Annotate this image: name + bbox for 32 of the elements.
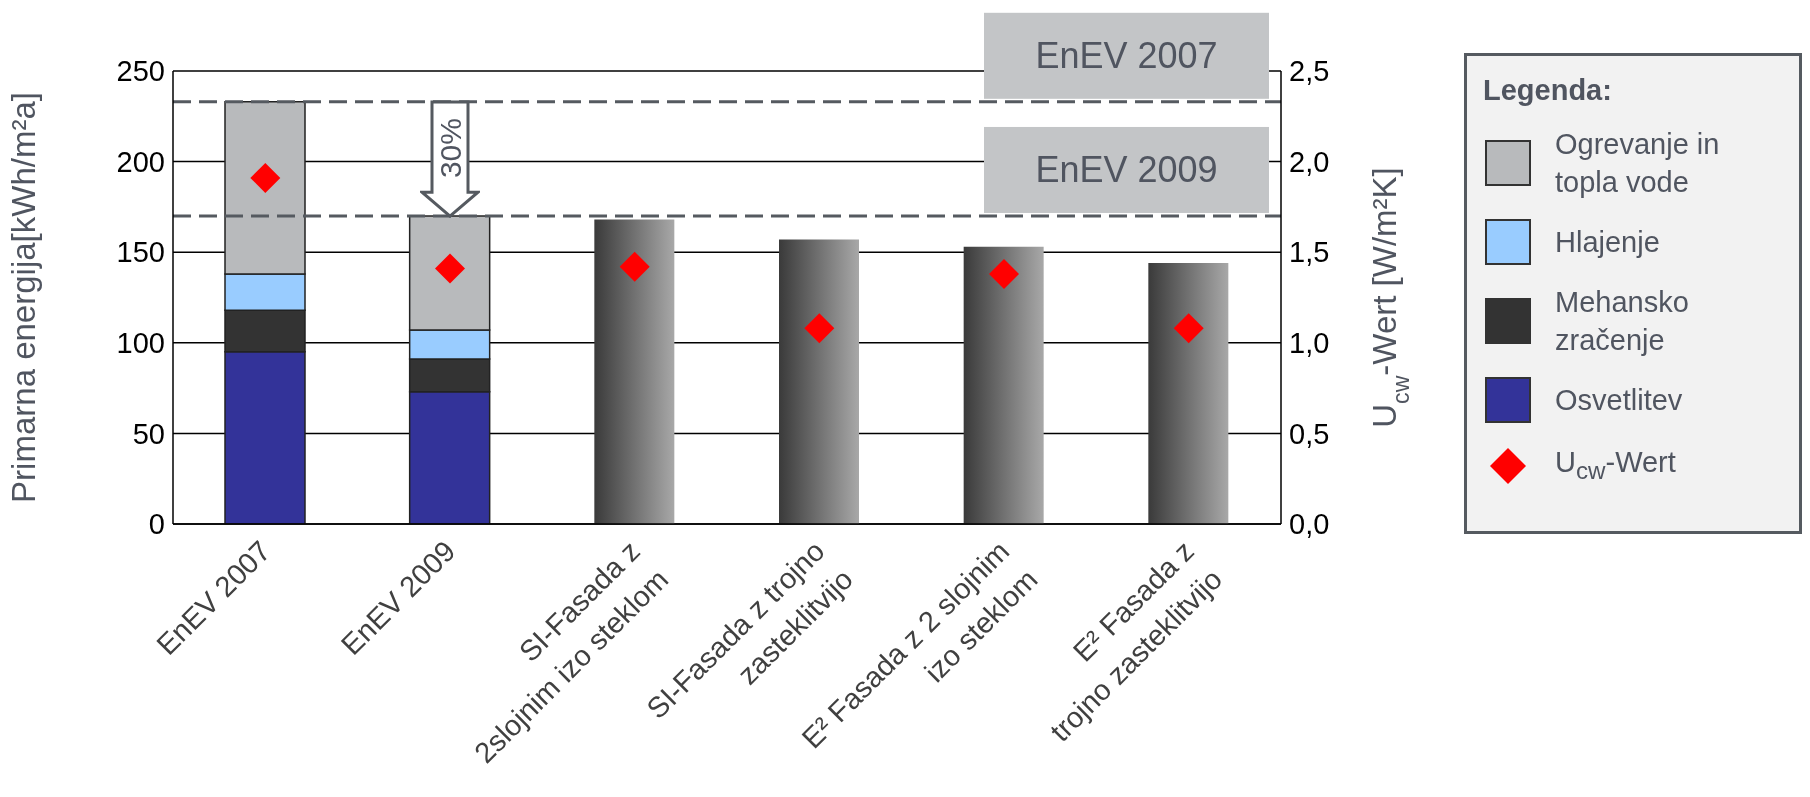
y2-tick-label: 1,0 — [1289, 327, 1330, 360]
y-tick-label: 100 — [116, 327, 165, 360]
bar — [963, 246, 1044, 524]
legend-label: U$_{cw}$-Wert — [1555, 444, 1676, 486]
y2-tick-label: 0,5 — [1289, 417, 1330, 450]
point — [1173, 313, 1204, 344]
y-tick-label: 0 — [148, 508, 165, 541]
bar — [594, 219, 675, 524]
point — [804, 313, 835, 344]
point — [989, 258, 1019, 289]
ref-line-label: EnEV 2009 — [1035, 148, 1218, 190]
legend-label: Osvetlitev — [1555, 383, 1683, 418]
legend-label: Ogrevanje in topla vode — [1555, 127, 1721, 200]
down-arrow: 30% — [420, 99, 480, 218]
y2-tick-label: 0,0 — [1289, 508, 1330, 541]
y-tick-label: 50 — [132, 417, 165, 450]
y-axis-title: Primarna energija[kWh/m²a] — [4, 92, 42, 503]
y-tick-label: 150 — [116, 236, 165, 269]
bar — [779, 239, 859, 524]
y2-tick-label: 2,5 — [1289, 55, 1330, 88]
legend-title: Legenda: — [1483, 74, 1613, 107]
ref-line-label: EnEV 2007 — [1035, 34, 1218, 76]
legend-label: Mehansko zračenje — [1555, 285, 1690, 358]
point — [250, 162, 281, 193]
y-tick-label: 250 — [116, 55, 165, 88]
y-tick-label: 200 — [116, 145, 165, 178]
legend-label: Hlajenje — [1555, 225, 1660, 260]
annotation: 30% — [434, 117, 467, 178]
point — [619, 251, 650, 282]
bar — [1148, 263, 1229, 524]
y2-tick-label: 2,0 — [1289, 145, 1330, 178]
y2-tick-label: 1,5 — [1289, 236, 1330, 269]
